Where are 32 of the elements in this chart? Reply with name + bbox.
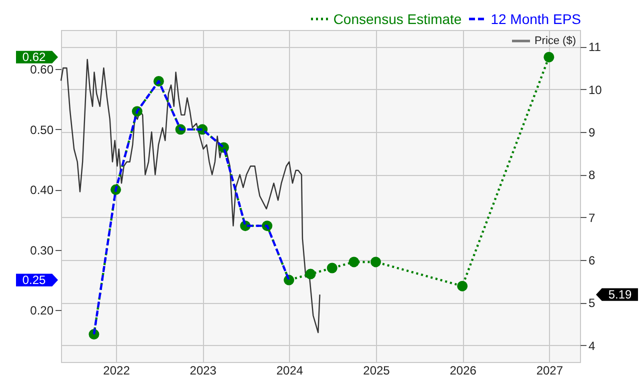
- point: [457, 280, 468, 292]
- text: 0.62: [22, 50, 46, 64]
- y2-tick-label: 7: [588, 210, 596, 225]
- y2-tick-label: 9: [588, 125, 596, 140]
- y2-tick-label: 10: [588, 82, 602, 97]
- point: [348, 256, 360, 268]
- x-tick-label: 2027: [536, 364, 564, 378]
- line-series: [60, 58, 320, 334]
- y2-tick-label: 4: [588, 338, 596, 353]
- point: [544, 52, 554, 62]
- point: [370, 256, 382, 268]
- y-tick-label: 0.60: [30, 62, 54, 77]
- y-tick-label: 0.20: [30, 304, 54, 318]
- y-tick-label: 0.30: [30, 243, 54, 258]
- point: [326, 262, 338, 274]
- x-tick-label: 2022: [103, 364, 130, 378]
- x-tick-label: 2024: [276, 364, 304, 378]
- y2-tick-label: 8: [588, 168, 596, 182]
- y2-tick-label: 6: [588, 254, 596, 268]
- text: Price ($): [534, 35, 576, 47]
- y2-tick-label: 5: [588, 296, 596, 310]
- x-tick-label: 2026: [450, 364, 477, 378]
- y-tick-label: 0.50: [30, 122, 54, 137]
- text: 5.19: [608, 288, 632, 302]
- y-tick-label: 0.40: [30, 183, 54, 198]
- x-tick-label: 2025: [363, 364, 390, 378]
- point: [305, 268, 316, 280]
- text: 0.25: [22, 273, 46, 288]
- legend-label: 12 Month EPS: [490, 11, 581, 27]
- legend-label: Consensus Estimate: [333, 11, 462, 27]
- x-tick-label: 2023: [190, 364, 217, 378]
- y2-tick-label: 11: [588, 40, 602, 54]
